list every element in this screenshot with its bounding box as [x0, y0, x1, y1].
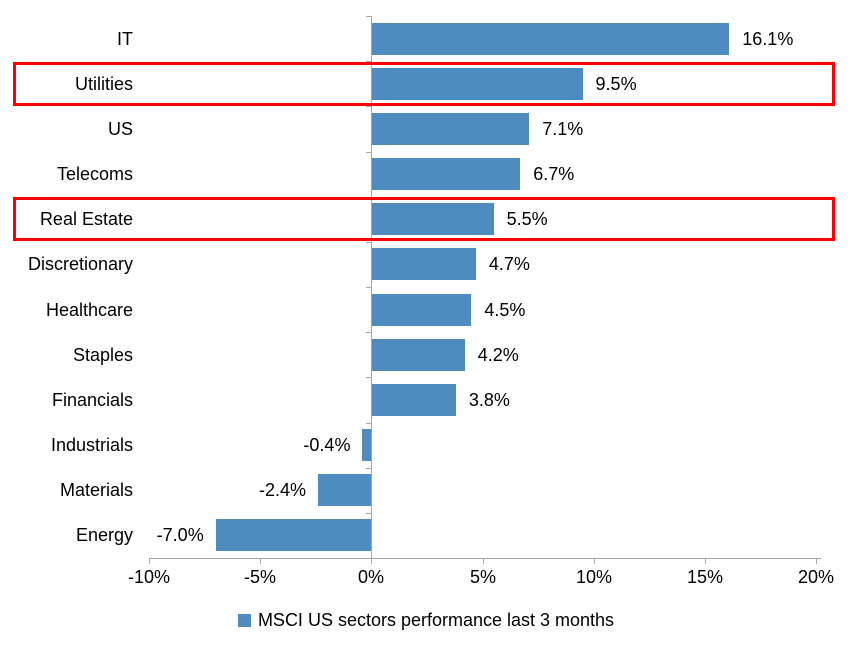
bar-staples [371, 338, 465, 371]
highlight-box-real-estate [13, 197, 835, 241]
highlight-box-utilities [13, 62, 835, 106]
category-label-industrials: Industrials [50, 435, 133, 456]
x-tick-label-10: 10% [575, 567, 613, 587]
category-label-staples: Staples [72, 344, 133, 365]
value-label-materials: -2.4% [258, 480, 306, 501]
x-tick-10 [594, 558, 595, 564]
category-label-financials: Financials [51, 389, 133, 410]
bar-industrials [362, 429, 372, 462]
x-tick-label-5: 5% [469, 567, 497, 587]
category-boundary-tick [366, 152, 372, 153]
x-tick-label--5: -5% [243, 567, 277, 587]
category-label-healthcare: Healthcare [45, 299, 133, 320]
legend: MSCI US sectors performance last 3 month… [0, 610, 852, 631]
category-boundary-tick [366, 242, 372, 243]
value-label-us: 7.1% [542, 118, 584, 139]
value-label-it: 16.1% [742, 28, 794, 49]
x-tick-15 [705, 558, 706, 564]
category-label-us: US [107, 118, 133, 139]
bar-telecoms [371, 158, 521, 191]
value-label-discretionary: 4.7% [488, 254, 530, 275]
value-label-industrials: -0.4% [303, 435, 351, 456]
category-boundary-tick [366, 16, 372, 17]
bar-discretionary [371, 248, 476, 281]
bar-real-estate [371, 203, 494, 236]
value-label-healthcare: 4.5% [484, 299, 526, 320]
category-boundary-tick [366, 106, 372, 107]
category-label-real-estate: Real Estate [39, 209, 133, 230]
bar-healthcare [371, 293, 472, 326]
category-boundary-tick [366, 377, 372, 378]
bar-us [371, 112, 530, 145]
x-tick-0 [371, 558, 372, 564]
category-label-telecoms: Telecoms [56, 164, 133, 185]
x-tick-label--10: -10% [127, 567, 171, 587]
category-label-it: IT [117, 28, 133, 49]
category-label-materials: Materials [59, 480, 133, 501]
category-boundary-tick [366, 558, 372, 559]
legend-swatch-icon [237, 614, 251, 627]
bar-it [371, 22, 730, 55]
category-label-utilities: Utilities [74, 73, 133, 94]
x-tick-label-15: 15% [686, 567, 724, 587]
value-axis-line [149, 558, 821, 559]
x-tick-20 [816, 558, 817, 564]
x-tick--10 [149, 558, 150, 564]
category-boundary-tick [366, 423, 372, 424]
value-label-real-estate: 5.5% [506, 209, 548, 230]
category-boundary-tick [366, 513, 372, 514]
value-label-staples: 4.2% [477, 344, 519, 365]
category-label-energy: Energy [75, 525, 133, 546]
value-label-energy: -7.0% [156, 525, 204, 546]
value-label-financials: 3.8% [468, 389, 510, 410]
category-boundary-tick [366, 468, 372, 469]
category-boundary-tick [366, 61, 372, 62]
category-boundary-tick [366, 332, 372, 333]
bar-energy [215, 519, 372, 552]
x-tick-5 [483, 558, 484, 564]
x-tick-label-20: 20% [797, 567, 835, 587]
bar-materials [317, 474, 372, 507]
value-label-telecoms: 6.7% [533, 164, 575, 185]
legend-label: MSCI US sectors performance last 3 month… [257, 610, 615, 630]
x-tick--5 [260, 558, 261, 564]
x-tick-label-0: 0% [357, 567, 385, 587]
category-boundary-tick [366, 287, 372, 288]
bar-financials [371, 383, 456, 416]
bar-utilities [371, 67, 583, 100]
value-label-utilities: 9.5% [595, 73, 637, 94]
category-label-discretionary: Discretionary [27, 254, 133, 275]
